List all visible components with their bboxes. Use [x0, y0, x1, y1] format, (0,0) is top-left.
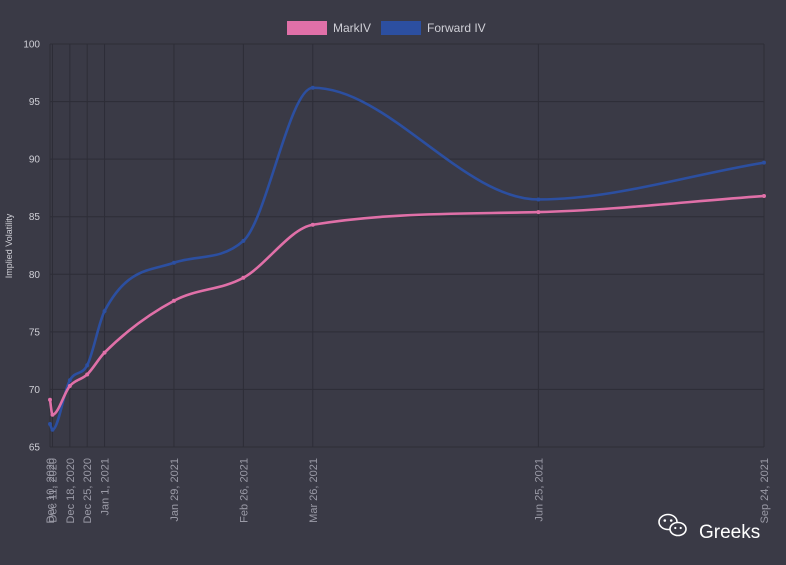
- data-point[interactable]: [67, 378, 72, 383]
- data-point[interactable]: [536, 210, 541, 215]
- data-point[interactable]: [48, 421, 52, 426]
- x-tick-label: Dec 11, 2020: [47, 458, 59, 523]
- data-point[interactable]: [48, 397, 52, 402]
- series-lines: [48, 85, 766, 432]
- data-point[interactable]: [310, 222, 315, 227]
- legend-swatch: [381, 21, 421, 35]
- data-point[interactable]: [85, 372, 90, 377]
- y-tick-label: 65: [29, 443, 41, 454]
- y-tick-label: 100: [23, 40, 40, 51]
- data-point[interactable]: [536, 197, 541, 202]
- y-tick-label: 80: [29, 270, 41, 281]
- series-line: [48, 194, 765, 417]
- data-point[interactable]: [762, 193, 766, 198]
- data-point[interactable]: [171, 260, 176, 265]
- watermark: Greeks: [658, 513, 760, 543]
- legend-label: MarkIV: [333, 21, 371, 35]
- data-point[interactable]: [50, 427, 55, 432]
- legend-swatch: [287, 21, 327, 35]
- x-tick-label: Mar 26, 2021: [308, 458, 320, 523]
- y-axis: 65 70 75 80 85 90 95 100: [23, 40, 40, 454]
- series-line: [48, 86, 765, 432]
- y-tick-label: 85: [29, 212, 41, 223]
- data-point[interactable]: [310, 85, 315, 90]
- data-point[interactable]: [171, 298, 176, 303]
- series-markiv: [48, 193, 766, 417]
- x-tick-label: Jan 29, 2021: [169, 458, 181, 522]
- x-tick-label: Sep 24, 2021: [759, 458, 771, 523]
- y-tick-label: 95: [29, 97, 41, 108]
- data-point[interactable]: [102, 309, 107, 314]
- data-point[interactable]: [67, 383, 72, 388]
- x-tick-label: Jun 25, 2021: [533, 458, 545, 522]
- wechat-icon: [658, 513, 687, 537]
- y-tick-label: 75: [29, 327, 41, 338]
- watermark-text: Greeks: [699, 522, 760, 543]
- y-tick-label: 70: [29, 385, 41, 396]
- legend[interactable]: MarkIV Forward IV: [287, 21, 486, 35]
- series-forward-iv: [48, 85, 766, 432]
- x-tick-label: Jan 1, 2021: [100, 458, 112, 516]
- grid: [49, 43, 765, 448]
- data-point[interactable]: [762, 160, 766, 165]
- x-tick-label: Feb 26, 2021: [238, 458, 250, 523]
- x-tick-label: Dec 18, 2020: [65, 458, 77, 523]
- y-axis-title: Implied Volatility: [4, 213, 14, 278]
- y-tick-label: 90: [29, 155, 41, 166]
- data-point[interactable]: [50, 412, 55, 417]
- x-tick-label: Dec 25, 2020: [82, 458, 94, 523]
- x-tick-label: Dec 10, 2020: [45, 458, 57, 523]
- legend-item-markiv[interactable]: MarkIV: [287, 21, 371, 35]
- data-point[interactable]: [241, 275, 246, 280]
- data-point[interactable]: [85, 363, 90, 368]
- data-point[interactable]: [102, 350, 107, 355]
- legend-label: Forward IV: [427, 21, 486, 35]
- data-point[interactable]: [241, 238, 246, 243]
- legend-item-forward-iv[interactable]: Forward IV: [381, 21, 486, 35]
